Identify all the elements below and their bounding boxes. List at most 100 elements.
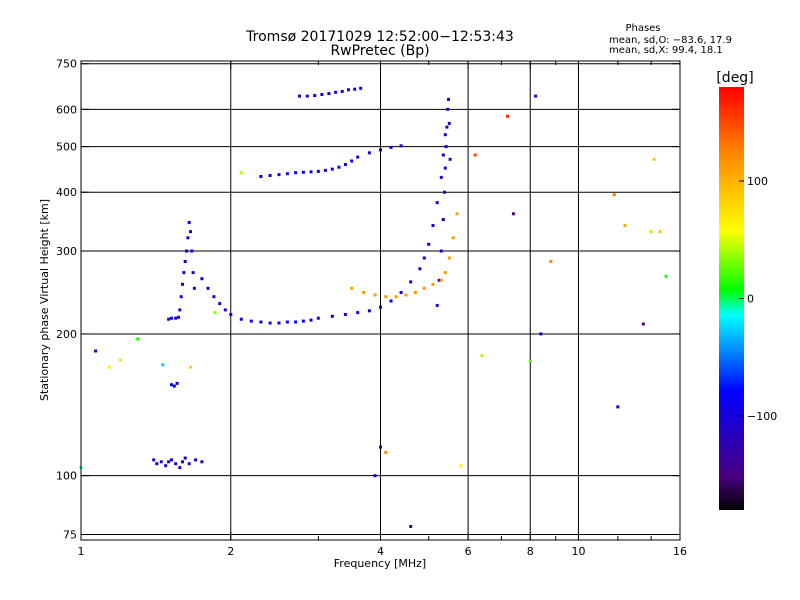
data-point: [353, 87, 357, 91]
data-point: [448, 157, 452, 161]
data-point: [340, 89, 344, 93]
data-point: [473, 153, 477, 157]
data-point: [350, 286, 354, 290]
data-point: [159, 460, 163, 464]
data-point: [652, 157, 656, 161]
data-point: [506, 114, 509, 118]
data-point: [268, 174, 272, 177]
data-point: [294, 320, 298, 324]
data-point: [435, 303, 439, 307]
data-point: [213, 311, 217, 315]
data-point: [249, 319, 253, 323]
y-tick-label: 600: [56, 103, 77, 116]
data-point: [443, 133, 447, 137]
data-point: [658, 230, 662, 234]
data-point: [305, 94, 309, 98]
data-point: [191, 271, 195, 275]
data-point: [480, 354, 484, 357]
data-point: [330, 167, 334, 171]
data-point: [178, 466, 182, 470]
data-point: [367, 309, 371, 313]
data-point: [259, 175, 263, 178]
data-point: [623, 224, 627, 227]
data-point: [301, 170, 305, 174]
data-point: [170, 316, 173, 320]
data-point: [187, 221, 191, 224]
colorbar-ticks: 100 0 −100: [739, 175, 777, 423]
data-point: [534, 94, 538, 98]
data-point: [447, 121, 451, 125]
data-point: [277, 321, 281, 325]
data-point: [389, 299, 393, 303]
data-point: [373, 293, 377, 297]
data-point: [445, 125, 449, 129]
data-point: [327, 92, 331, 96]
x-tick-label: 1: [78, 545, 85, 558]
y-tick-label: 750: [56, 58, 77, 71]
data-point: [298, 94, 301, 98]
data-point: [443, 166, 447, 170]
data-point: [94, 349, 98, 353]
data-point: [179, 295, 183, 299]
data-point: [439, 278, 443, 282]
data-point: [155, 462, 159, 466]
data-point: [187, 462, 191, 466]
data-point: [152, 458, 156, 462]
x-tick-label: 10: [571, 545, 585, 558]
data-point: [330, 314, 334, 318]
data-point: [379, 445, 382, 449]
data-point: [616, 405, 620, 409]
data-point: [343, 313, 347, 316]
data-point: [285, 172, 289, 176]
data-point: [446, 107, 450, 111]
data-point: [413, 291, 417, 294]
data-point: [612, 193, 616, 197]
data-point: [167, 317, 171, 321]
data-point: [389, 145, 393, 149]
y-tick-label: 500: [56, 141, 77, 154]
data-point: [511, 212, 515, 216]
data-point: [194, 458, 198, 462]
data-point: [664, 274, 668, 278]
y-tick-label: 400: [56, 186, 77, 199]
data-point: [118, 358, 122, 362]
data-point: [323, 168, 327, 172]
data-point: [170, 458, 173, 462]
data-point: [422, 256, 426, 260]
data-point: [223, 308, 227, 312]
data-point: [277, 173, 281, 177]
data-point: [175, 381, 179, 385]
data-point: [170, 383, 173, 387]
data-point: [399, 291, 403, 294]
data-point: [549, 260, 553, 263]
data-point: [334, 90, 338, 94]
data-points: [79, 86, 668, 528]
x-tick-label: 8: [527, 545, 534, 558]
data-point: [178, 308, 182, 312]
data-point: [441, 218, 445, 221]
data-point: [409, 280, 413, 284]
data-point: [301, 319, 305, 323]
grid: [81, 61, 680, 540]
data-point: [185, 249, 189, 253]
data-point: [431, 224, 435, 227]
data-point: [459, 464, 463, 468]
data-point: [447, 256, 451, 260]
chart-subtitle: RwPretec (Bp): [330, 43, 429, 59]
data-point: [174, 462, 178, 466]
data-point: [437, 278, 441, 282]
data-point: [337, 165, 341, 169]
data-point: [451, 236, 455, 240]
data-point: [164, 464, 168, 468]
axes: 1 2 4 6 8 10 16 75 100 200 300 400 500 600 750: [56, 58, 687, 558]
data-point: [174, 316, 178, 320]
data-point: [649, 230, 653, 234]
data-point: [379, 305, 382, 309]
data-point: [206, 286, 210, 290]
data-point: [455, 212, 459, 216]
data-point: [309, 170, 313, 174]
data-point: [161, 363, 165, 367]
data-point: [443, 271, 447, 275]
x-tick-label: 2: [227, 545, 234, 558]
